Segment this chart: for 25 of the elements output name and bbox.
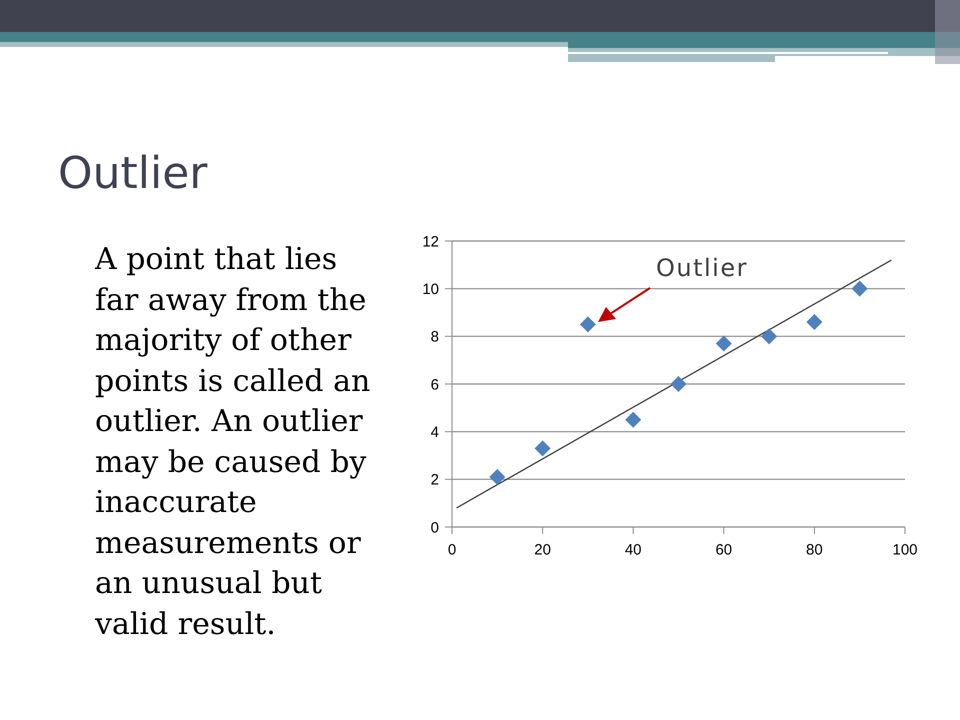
y-tick-label: 10 [422, 280, 439, 298]
y-tick-label: 4 [430, 424, 439, 441]
point [852, 280, 868, 297]
annotation: Outlier [656, 254, 748, 282]
x-tick-label: 40 [624, 542, 642, 559]
point [806, 314, 822, 330]
y-tick-label: 8 [430, 328, 439, 346]
point [534, 440, 551, 456]
x-tick-label: 80 [806, 542, 823, 559]
x-tick-label: 100 [892, 542, 918, 559]
point [716, 335, 732, 352]
y-tick-label: 2 [430, 472, 439, 489]
y-tick-label: 0 [430, 519, 439, 536]
x-tick-label: 60 [715, 542, 732, 559]
x-tick-label: 0 [448, 542, 456, 559]
x-tick-label: 20 [534, 542, 551, 559]
text: A point that lies far away from the majority of other points is called an outlier. An outlier may be caused by inaccurate measurements or an unusual but valid result. [95, 242, 370, 642]
point [489, 468, 506, 485]
point [625, 412, 642, 428]
y-tick-label: 6 [430, 376, 439, 394]
point [670, 376, 686, 392]
chart-title: Outlier [58, 148, 208, 199]
point [761, 328, 778, 344]
point [580, 316, 596, 332]
y-tick-label: 12 [422, 233, 439, 250]
